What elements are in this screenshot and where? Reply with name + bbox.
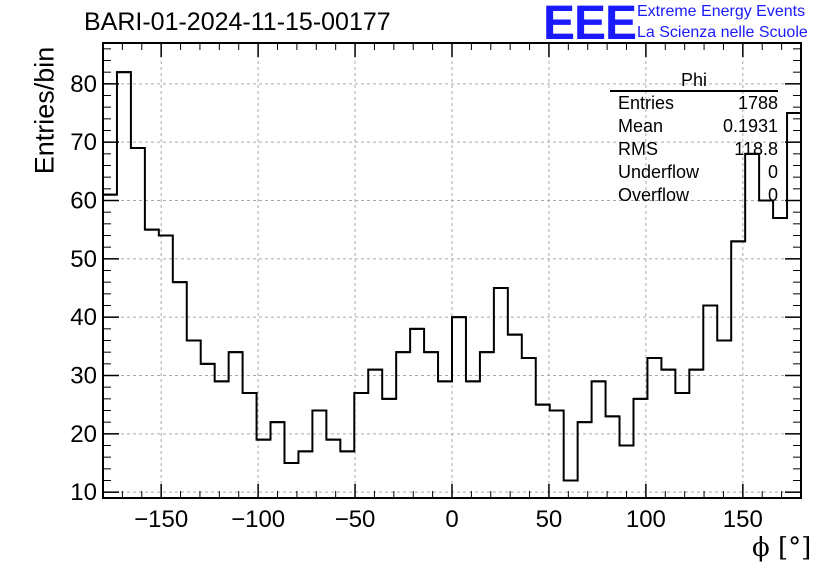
stats-label: Entries: [618, 93, 675, 113]
eee-logo: EEE: [543, 0, 637, 50]
stats-label: Underflow: [618, 162, 700, 182]
x-tick-label: −150: [134, 506, 188, 533]
x-axis-label: ϕ [°]: [752, 533, 812, 563]
x-tick-label: 150: [723, 506, 763, 533]
y-tick-label: 70: [70, 129, 97, 156]
y-tick-label: 60: [70, 188, 97, 215]
x-tick-label: 50: [536, 506, 563, 533]
stats-box: Phi Entries 1788 Mean 0.1931 RMS 118.8 U…: [610, 70, 778, 207]
x-tick-label: 0: [445, 506, 458, 533]
stats-row: Mean 0.1931: [610, 115, 778, 138]
stats-value: 0: [767, 185, 778, 205]
stats-title: Phi: [610, 70, 778, 92]
y-axis-label: Entries/bin: [29, 46, 60, 175]
x-tick-label: −50: [335, 506, 376, 533]
stats-value: 0.1931: [722, 116, 778, 136]
stats-label: Overflow: [618, 185, 690, 205]
y-tick-label: 50: [70, 246, 97, 273]
y-tick-label: 10: [70, 479, 97, 506]
y-tick-label: 30: [70, 363, 97, 390]
stats-row: Entries 1788: [610, 92, 778, 115]
x-tick-label: −100: [231, 506, 285, 533]
logo-subtitle-1: Extreme Energy Events: [637, 3, 806, 20]
x-tick-label: 100: [626, 506, 666, 533]
stats-value: 118.8: [734, 139, 778, 159]
y-tick-label: 40: [70, 304, 97, 331]
stats-row: Underflow 0: [610, 161, 778, 184]
stats-value: 0: [767, 162, 778, 182]
logo-subtitle-2: La Scienza nelle Scuole: [637, 24, 808, 41]
y-tick-label: 20: [70, 421, 97, 448]
stats-row: Overflow 0: [610, 184, 778, 207]
stats-row: RMS 118.8: [610, 138, 778, 161]
stats-label: Mean: [618, 116, 664, 136]
stats-value: 1788: [737, 93, 778, 113]
chart-title: BARI-01-2024-11-15-00177: [84, 8, 391, 36]
stats-label: RMS: [618, 139, 658, 159]
y-tick-label: 80: [70, 71, 97, 98]
